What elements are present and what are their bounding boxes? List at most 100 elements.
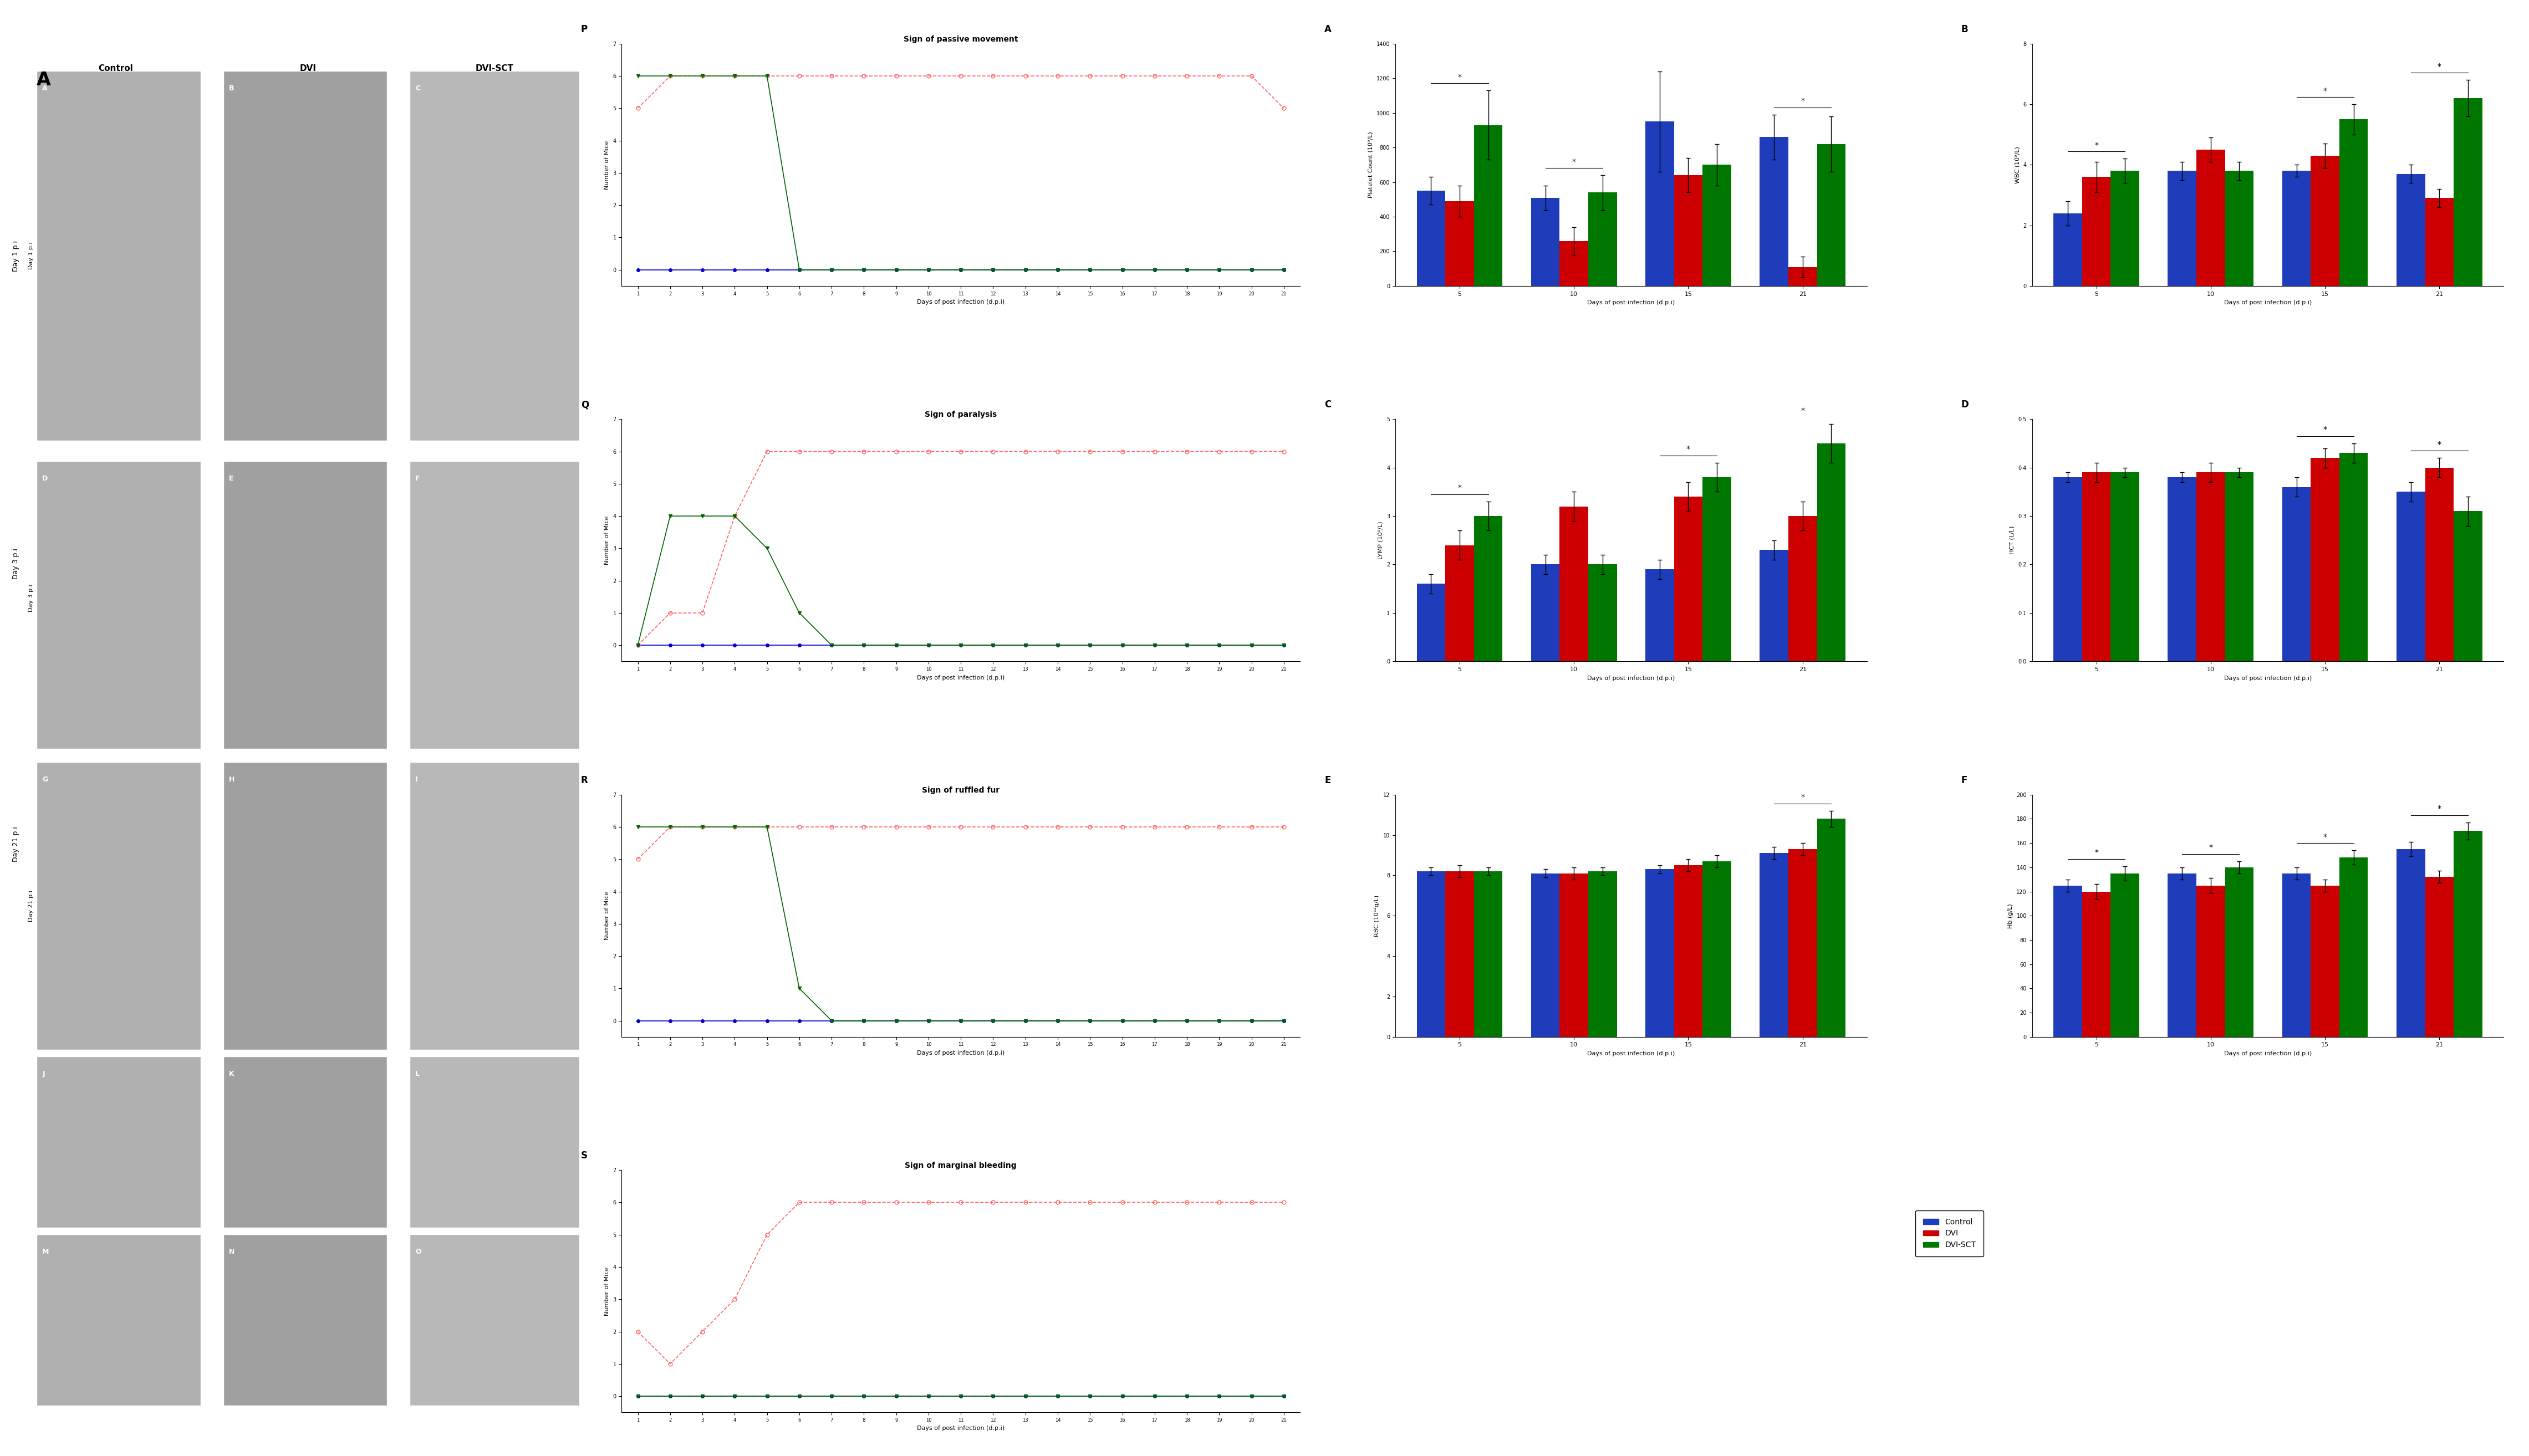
Bar [2397,849,2425,1037]
Y-axis label: Platelet Count (10⁹/L): Platelet Count (10⁹/L) [1368,131,1373,198]
Bar [1588,871,1616,1037]
Title: Sign of ruffled fur: Sign of ruffled fur [923,786,999,794]
Text: D: D [1963,400,1970,409]
Bar [2167,170,2195,285]
Bar [2081,178,2112,285]
Text: *: * [2208,844,2213,852]
Title: Sign of paralysis: Sign of paralysis [926,411,996,418]
Text: C: C [415,84,420,92]
FancyBboxPatch shape [410,1057,579,1227]
Text: *: * [1801,406,1806,415]
Text: G: G [43,776,48,783]
X-axis label: Days of post infection (d.p.i): Days of post infection (d.p.i) [918,1050,1004,1056]
Bar [2167,874,2195,1037]
X-axis label: Days of post infection (d.p.i): Days of post infection (d.p.i) [918,300,1004,304]
Bar [2312,885,2339,1037]
Bar [2195,885,2226,1037]
X-axis label: Days of post infection (d.p.i): Days of post infection (d.p.i) [2223,676,2312,681]
Bar [1788,515,1816,661]
Title: Sign of marginal bleeding: Sign of marginal bleeding [905,1162,1017,1169]
Bar [1560,507,1588,661]
Text: J: J [43,1070,46,1077]
Bar [1760,550,1788,661]
FancyBboxPatch shape [35,1235,200,1405]
Text: B: B [1963,25,1968,35]
X-axis label: Days of post infection (d.p.i): Days of post infection (d.p.i) [918,1425,1004,1431]
Bar [1530,565,1560,661]
Bar [1474,515,1502,661]
Bar [2281,874,2312,1037]
Text: DVI: DVI [298,64,316,73]
Y-axis label: LYMP (10⁹/L): LYMP (10⁹/L) [1378,521,1383,559]
Text: *: * [2438,805,2440,812]
Text: L: L [415,1070,420,1077]
Text: Day 3 p.i: Day 3 p.i [28,584,33,612]
Bar [2453,98,2483,285]
Bar [2054,885,2081,1037]
Text: Control: Control [99,64,134,73]
Text: DVI-SCT: DVI-SCT [475,64,513,73]
Bar [1474,125,1502,285]
Text: P: P [582,25,587,35]
Bar [2425,467,2453,661]
Text: *: * [2438,441,2440,448]
Bar [1474,871,1502,1037]
X-axis label: Days of post infection (d.p.i): Days of post infection (d.p.i) [1588,676,1674,681]
Bar [1674,865,1702,1037]
Text: A: A [35,71,51,89]
Bar [1674,496,1702,661]
Text: S: S [582,1150,587,1160]
Y-axis label: HCT (L/L): HCT (L/L) [2011,526,2016,555]
Text: Day 21 p.i: Day 21 p.i [28,890,33,922]
Text: A: A [1325,25,1333,35]
Text: *: * [1457,73,1462,80]
Bar [2195,150,2226,285]
FancyBboxPatch shape [35,462,200,748]
Text: *: * [2094,849,2099,856]
Text: *: * [1801,98,1806,105]
Bar [1416,191,1444,285]
Bar [2312,156,2339,285]
Bar [1444,871,1474,1037]
Text: *: * [1801,794,1806,801]
Bar [2397,492,2425,661]
FancyBboxPatch shape [410,462,579,748]
Bar [1530,198,1560,285]
Text: A: A [43,84,48,92]
Text: K: K [228,1070,235,1077]
Bar [1702,478,1732,661]
Text: M: M [43,1248,48,1255]
Bar [1588,565,1616,661]
Text: *: * [1573,157,1576,166]
Bar [1560,240,1588,285]
Text: Q: Q [582,400,589,409]
Bar [2453,511,2483,661]
Bar [2167,478,2195,661]
Title: Sign of passive movement: Sign of passive movement [903,35,1019,44]
Bar [2281,486,2312,661]
Text: R: R [582,775,589,785]
X-axis label: Days of post infection (d.p.i): Days of post infection (d.p.i) [2223,1051,2312,1057]
Bar [2112,170,2140,285]
Bar [1646,121,1674,285]
Bar [1646,569,1674,661]
Text: C: C [1325,400,1330,409]
Bar [2195,472,2226,661]
FancyBboxPatch shape [223,71,387,441]
Bar [1444,545,1474,661]
Y-axis label: Number of Mice: Number of Mice [604,140,609,189]
FancyBboxPatch shape [35,761,200,1050]
Bar [1788,849,1816,1037]
Bar [2226,472,2253,661]
Bar [2453,831,2483,1037]
X-axis label: Days of post infection (d.p.i): Days of post infection (d.p.i) [918,674,1004,680]
Text: Day 1 p.i: Day 1 p.i [28,242,33,269]
Bar [2312,457,2339,661]
Legend: Control, DVI, DVI-SCT: Control, DVI, DVI-SCT [1914,1210,1983,1257]
Bar [2226,868,2253,1037]
X-axis label: Days of post infection (d.p.i): Days of post infection (d.p.i) [2223,300,2312,306]
FancyBboxPatch shape [35,1057,200,1227]
Text: Day 1 p.i: Day 1 p.i [13,240,20,271]
FancyBboxPatch shape [410,71,579,441]
Bar [2054,213,2081,285]
